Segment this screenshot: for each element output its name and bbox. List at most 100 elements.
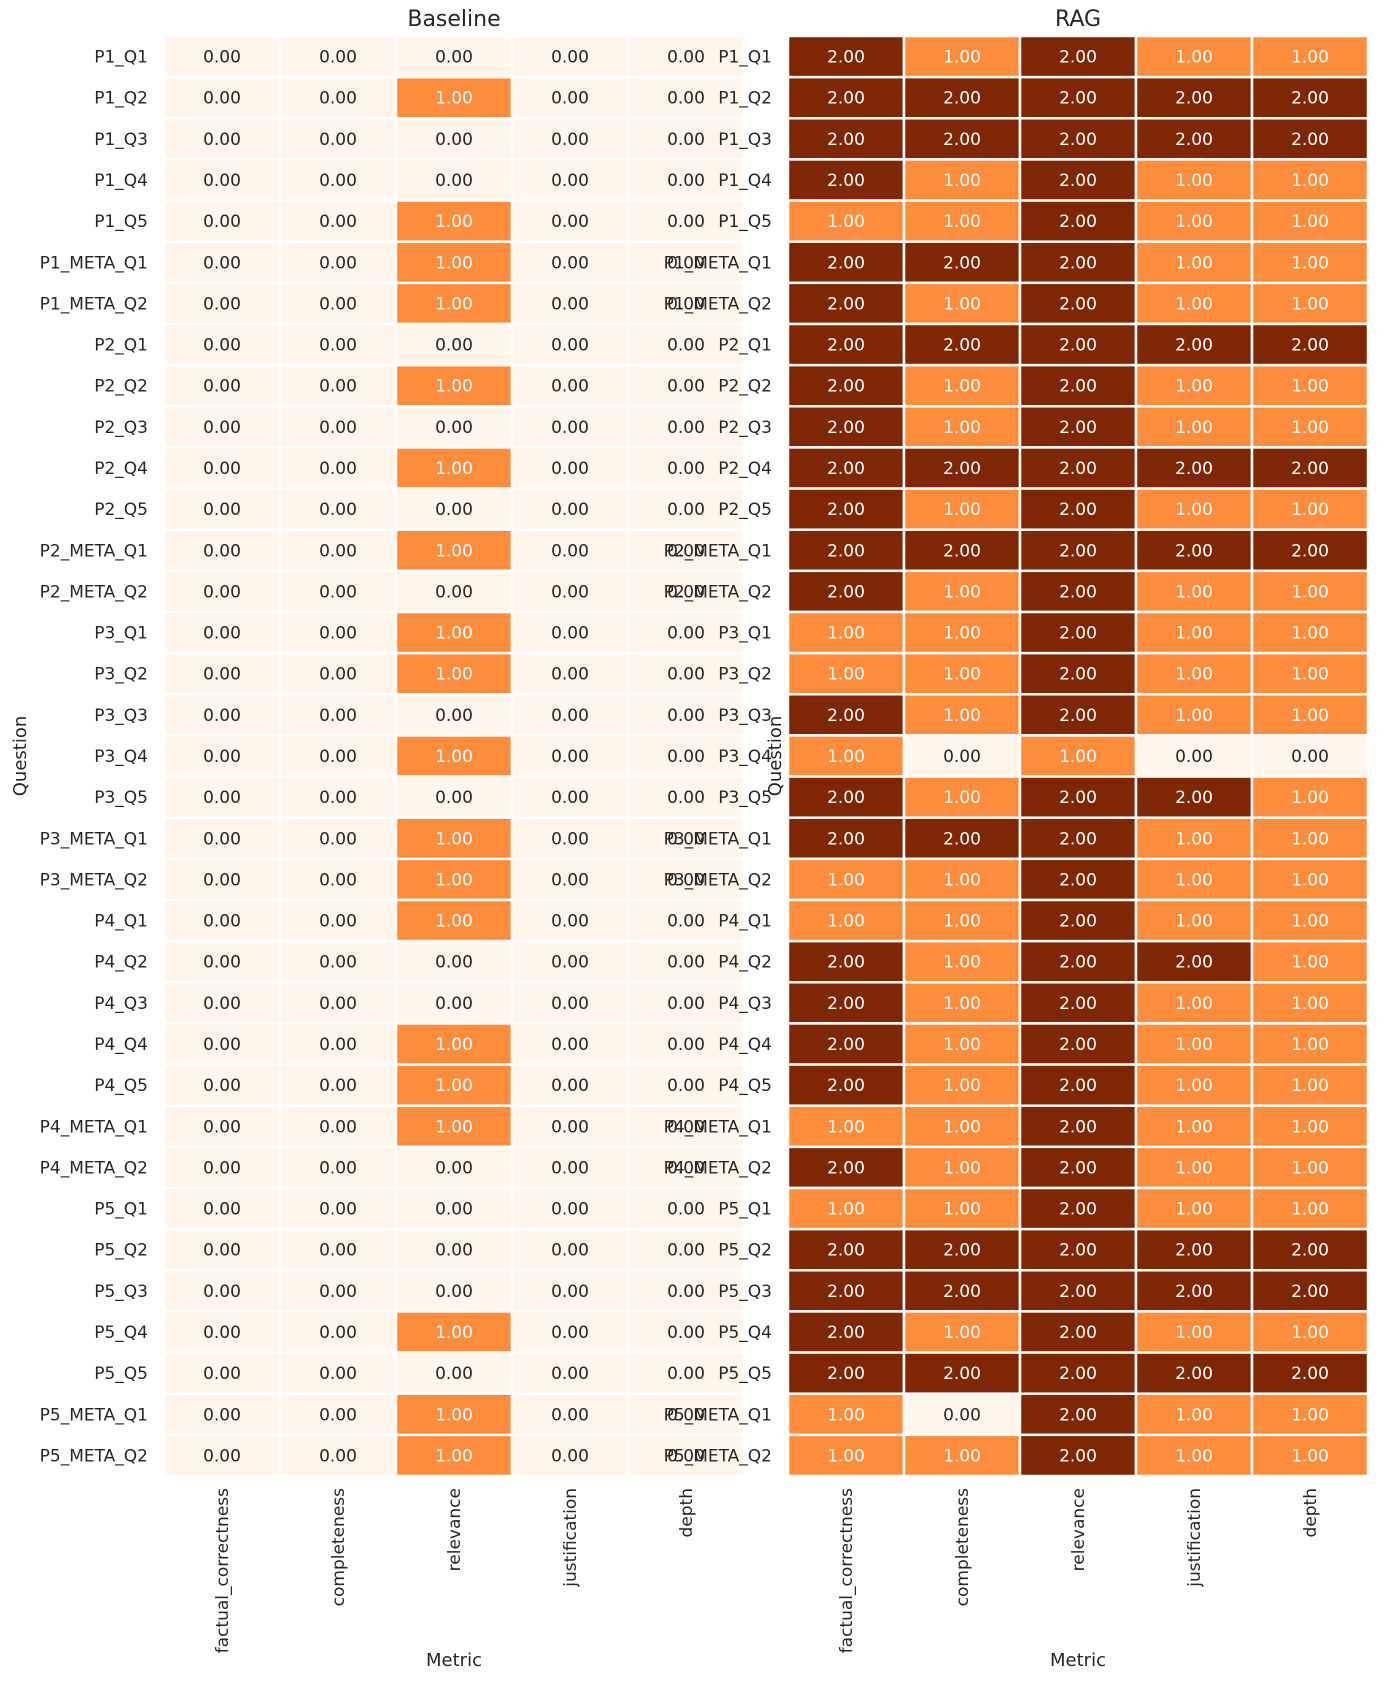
cell-value-label: 2.00 — [1059, 994, 1097, 1014]
cell-value-label: 1.00 — [1291, 294, 1329, 314]
row-tick-label: P2_Q1 — [718, 336, 772, 356]
cell-value-label: 0.00 — [435, 336, 473, 356]
heatmap-cell — [510, 281, 630, 326]
cell-value-label: 0.00 — [319, 377, 357, 397]
cell-value-label: 0.00 — [435, 994, 473, 1014]
heatmap-cell — [626, 322, 746, 367]
cell-value-label: 0.00 — [943, 1405, 981, 1425]
heatmap-cell — [626, 240, 746, 285]
heatmap-cell — [786, 775, 906, 819]
heatmap-cell — [902, 1227, 1022, 1272]
cell-value-label: 0.00 — [667, 1241, 705, 1261]
cell-value-label: 0.00 — [435, 130, 473, 150]
cell-value-label: 0.00 — [435, 1364, 473, 1384]
heatmap-cell — [1250, 281, 1370, 326]
cell-value-label: 2.00 — [827, 294, 865, 314]
cell-value-label: 0.00 — [435, 1158, 473, 1178]
rag-panel: RAG 2.00 1.00 2.00 1.00 1.00 2.00 2.00 2.00 2.00 2… — [664, 7, 1370, 1671]
cell-value-label: 0.00 — [435, 1282, 473, 1302]
heatmap-cell — [1250, 75, 1370, 120]
cell-value-label: 0.00 — [319, 1282, 357, 1302]
cell-value-label: 0.00 — [203, 870, 241, 890]
cell-value-label: 1.00 — [943, 48, 981, 68]
cell-value-label: 2.00 — [1059, 459, 1097, 479]
cell-value-label: 2.00 — [1175, 1282, 1213, 1302]
cell-value-label: 0.00 — [319, 48, 357, 68]
cell-value-label: 2.00 — [1059, 1282, 1097, 1302]
row-tick-label: P3_Q2 — [718, 665, 772, 685]
row-tick-label: P2_Q1 — [94, 336, 148, 356]
heatmap-cell — [1018, 1186, 1138, 1231]
cell-value-label: 0.00 — [203, 171, 241, 191]
cell-value-label: 2.00 — [1291, 541, 1329, 561]
cell-value-label: 0.00 — [667, 48, 705, 68]
cell-value-label: 0.00 — [203, 1200, 241, 1220]
cell-value-label: 1.00 — [827, 1200, 865, 1220]
row-tick-label: P3_Q3 — [718, 706, 772, 726]
heatmap-cell — [786, 487, 906, 531]
heatmap-cell — [902, 610, 1022, 655]
cell-value-label: 0.00 — [319, 1035, 357, 1055]
cell-value-label: 2.00 — [943, 459, 981, 479]
cell-value-label: 1.00 — [1175, 1076, 1213, 1096]
cell-value-label: 0.00 — [203, 582, 241, 602]
heatmap-cell — [1018, 1392, 1138, 1437]
heatmap-cell — [1134, 1269, 1254, 1313]
heatmap-cell — [278, 569, 398, 614]
heatmap-cell — [786, 1351, 906, 1395]
cell-value-label: 2.00 — [1059, 582, 1097, 602]
cell-value-label: 0.00 — [667, 130, 705, 150]
cell-value-label: 0.00 — [667, 212, 705, 232]
heatmap-cell — [902, 693, 1022, 737]
heatmap-cell — [278, 1186, 398, 1231]
row-tick-label: P1_Q2 — [94, 89, 148, 109]
cell-value-label: 1.00 — [943, 1035, 981, 1055]
heatmap-cell — [162, 281, 282, 326]
cell-value-label: 1.00 — [1291, 1405, 1329, 1425]
cell-value-label: 2.00 — [1175, 1241, 1213, 1261]
cell-value-label: 2.00 — [1175, 89, 1213, 109]
cell-value-label: 1.00 — [1175, 870, 1213, 890]
heatmap-cell — [1018, 363, 1138, 408]
heatmap-cell — [786, 117, 906, 161]
cell-value-label: 1.00 — [1291, 665, 1329, 685]
heatmap-cell — [1250, 898, 1370, 943]
cell-value-label: 0.00 — [203, 130, 241, 150]
row-tick-label: P1_Q4 — [718, 171, 772, 191]
heatmap-cell — [786, 199, 906, 243]
cell-value-label: 1.00 — [1291, 829, 1329, 849]
cell-value-label: 1.00 — [435, 747, 473, 767]
cell-value-label: 0.00 — [551, 1200, 589, 1220]
cell-value-label: 2.00 — [1059, 294, 1097, 314]
cell-value-label: 1.00 — [435, 665, 473, 685]
cell-value-label: 0.00 — [551, 994, 589, 1014]
cell-value-label: 0.00 — [319, 665, 357, 685]
cell-value-label: 2.00 — [1059, 541, 1097, 561]
row-tick-label: P2_Q5 — [718, 500, 772, 520]
cell-value-label: 0.00 — [203, 89, 241, 109]
cell-value-label: 1.00 — [435, 89, 473, 109]
cell-value-label: 1.00 — [943, 294, 981, 314]
heatmap-cell — [278, 816, 398, 861]
heatmap-cell — [162, 1310, 282, 1354]
cell-value-label: 1.00 — [827, 912, 865, 932]
cell-value-label: 2.00 — [1059, 418, 1097, 438]
heatmap-cell — [1250, 816, 1370, 861]
cell-value-label: 0.00 — [319, 1446, 357, 1466]
cell-value-label: 0.00 — [551, 1446, 589, 1466]
column-tick-label: completeness — [953, 1488, 973, 1606]
cell-value-label: 2.00 — [1059, 1241, 1097, 1261]
cell-value-label: 0.00 — [667, 788, 705, 808]
row-tick-label: P4_META_Q1 — [40, 1117, 148, 1137]
cell-value-label: 0.00 — [203, 1076, 241, 1096]
cell-value-label: 2.00 — [1059, 253, 1097, 273]
heatmap-cell — [510, 857, 630, 902]
cell-value-label: 0.00 — [551, 870, 589, 890]
cell-value-label: 1.00 — [943, 665, 981, 685]
cell-value-label: 0.00 — [551, 912, 589, 932]
cell-value-label: 0.00 — [551, 418, 589, 438]
row-tick-label: P1_META_Q1 — [40, 253, 148, 273]
cell-value-label: 0.00 — [551, 336, 589, 356]
heatmap-cell — [278, 117, 398, 161]
cell-value-label: 0.00 — [319, 171, 357, 191]
